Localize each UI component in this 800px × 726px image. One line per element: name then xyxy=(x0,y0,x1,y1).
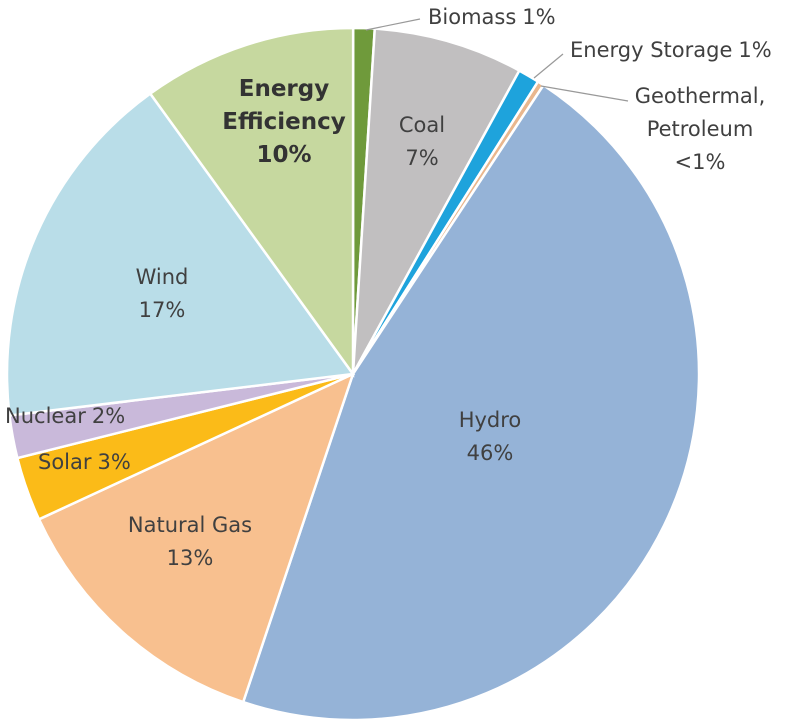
pie-slice xyxy=(5,91,356,417)
value-label: 10% xyxy=(256,142,312,168)
callout-line xyxy=(533,53,564,79)
value-label: <1% xyxy=(674,150,726,174)
category-label: Energy Efficiency xyxy=(222,76,346,135)
value-label: 7% xyxy=(405,146,439,170)
value-label: 13% xyxy=(166,546,214,570)
category-label: Hydro xyxy=(458,408,522,432)
category-label: Natural Gas xyxy=(127,513,253,537)
value-label: 3% xyxy=(97,450,131,474)
category-label: Wind xyxy=(135,265,189,289)
category-label: Nuclear xyxy=(5,404,86,428)
pie-slice xyxy=(37,371,356,704)
data-label: Nuclear 2% xyxy=(5,400,125,433)
category-label: Coal xyxy=(398,113,446,137)
value-label: 1% xyxy=(522,5,556,29)
data-label: Natural Gas 13% xyxy=(90,509,290,575)
value-label: 17% xyxy=(138,298,186,322)
data-label: Solar 3% xyxy=(38,446,131,479)
data-label: Geothermal, Petroleum <1% xyxy=(620,80,780,179)
pie-slice xyxy=(351,27,522,375)
value-label: 1% xyxy=(738,38,772,62)
data-label: Coal 7% xyxy=(382,109,462,175)
pie-slice xyxy=(241,83,701,722)
value-label: 2% xyxy=(91,404,126,428)
category-label: Energy Storage xyxy=(570,38,733,62)
category-label: Solar xyxy=(38,450,92,474)
data-label: Energy Storage 1% xyxy=(570,34,772,67)
data-label: Energy Efficiency 10% xyxy=(209,73,359,172)
slices xyxy=(5,26,701,722)
pie-slice xyxy=(148,26,355,378)
data-label: Biomass 1% xyxy=(428,1,556,34)
callout-line xyxy=(365,18,421,31)
value-label: 46% xyxy=(466,441,514,465)
data-label: Hydro 46% xyxy=(440,404,540,470)
data-label: Wind 17% xyxy=(112,261,212,327)
callout-line xyxy=(540,85,629,102)
category-label: Biomass xyxy=(428,5,517,29)
category-label: Geothermal, Petroleum xyxy=(634,84,766,141)
